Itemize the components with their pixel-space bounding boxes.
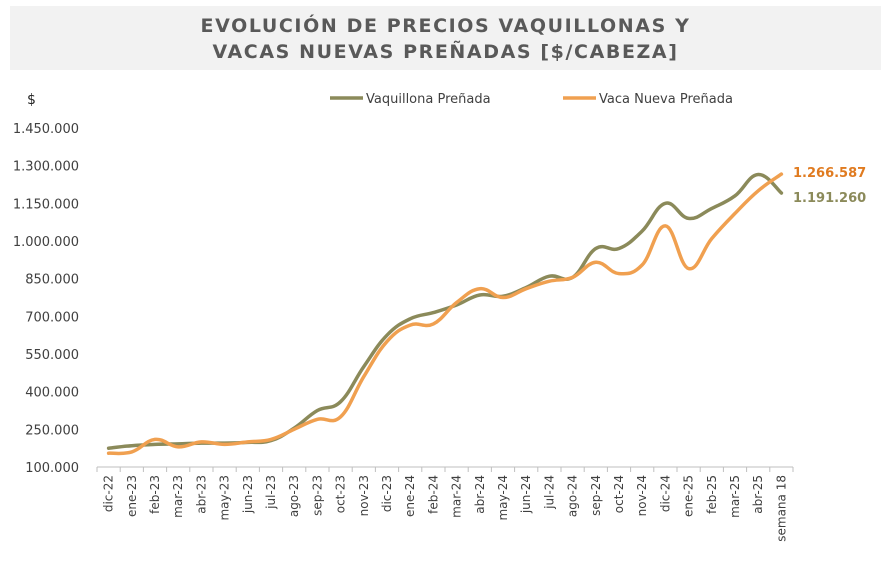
x-tick-label: oct-23 (334, 475, 348, 513)
x-tick-label: mar-25 (728, 475, 742, 518)
x-tick-label: jul-23 (264, 475, 278, 510)
x-tick-label: ene-23 (125, 475, 139, 517)
x-tick-label: sep-23 (310, 475, 324, 516)
y-axis-unit-label: $ (27, 92, 36, 108)
chart-title-line-1: EVOLUCIÓN DE PRECIOS VAQUILLONAS Y (200, 15, 691, 37)
x-tick-label: dic-23 (380, 475, 394, 512)
end-value-label: 1.266.587 (793, 166, 866, 181)
x-tick-label: feb-24 (426, 475, 440, 514)
x-tick-label: ene-24 (403, 475, 417, 517)
x-tick-label: oct-24 (612, 475, 626, 513)
x-tick-label: jun-24 (519, 475, 533, 514)
x-tick-label: jul-24 (542, 475, 556, 510)
series-lines (106, 172, 784, 456)
series-line-vaquillona-prenada (106, 172, 784, 450)
y-tick-label: 250.000 (25, 423, 79, 438)
x-tick-label: abr-25 (751, 475, 765, 514)
legend: Vaquillona Preñada Vaca Nueva Preñada (330, 92, 733, 107)
x-tick-label: abr-24 (473, 475, 487, 514)
end-value-label: 1.191.260 (793, 191, 866, 206)
legend-label: Vaca Nueva Preñada (599, 92, 733, 107)
x-tick-label: feb-25 (705, 475, 719, 514)
x-tick-label: mar-23 (171, 475, 185, 518)
x-tick-label: sep-24 (589, 475, 603, 516)
x-tick-label: ene-25 (682, 475, 696, 517)
x-tick-label: dic-22 (102, 475, 116, 512)
x-tick-label: feb-23 (148, 475, 162, 514)
y-tick-label: 850.000 (25, 273, 79, 288)
legend-label: Vaquillona Preñada (366, 92, 491, 107)
x-tick-label: ago-23 (287, 475, 301, 517)
x-axis: dic-22 ene-23 feb-23 mar-23 abr-23 may-23 jun-… (96, 466, 794, 542)
chart-title-line-2: VACAS NUEVAS PREÑADAS [$/CABEZA] (212, 41, 679, 63)
y-axis: 100.000 250.000 400.000 550.000 700.000 850.0… (13, 122, 79, 476)
x-tick-label: semana 18 (774, 475, 788, 542)
title-band: EVOLUCIÓN DE PRECIOS VAQUILLONAS Y VACAS… (10, 6, 881, 70)
y-tick-label: 1.450.000 (13, 122, 79, 137)
y-tick-label: 1.000.000 (13, 235, 79, 250)
y-tick-label: 1.300.000 (13, 160, 79, 175)
x-tick-label: may-24 (496, 475, 510, 521)
y-tick-label: 1.150.000 (13, 197, 79, 212)
x-tick-label: ago-24 (566, 475, 580, 517)
y-tick-label: 700.000 (25, 310, 79, 325)
end-labels: 1.266.587 1.191.260 (793, 166, 866, 206)
x-tick-label: jun-23 (241, 475, 255, 514)
series-line-vaca-nueva-prenada (106, 172, 784, 456)
x-tick-label: mar-24 (450, 475, 464, 518)
x-tick-label: dic-24 (658, 475, 672, 512)
x-tick-label: nov-24 (635, 475, 649, 516)
x-tick-label: abr-23 (194, 475, 208, 514)
x-tick-label: may-23 (218, 475, 232, 521)
y-tick-label: 400.000 (25, 386, 79, 401)
y-tick-label: 100.000 (25, 461, 79, 476)
y-tick-label: 550.000 (25, 348, 79, 363)
x-tick-label: nov-23 (357, 475, 371, 516)
